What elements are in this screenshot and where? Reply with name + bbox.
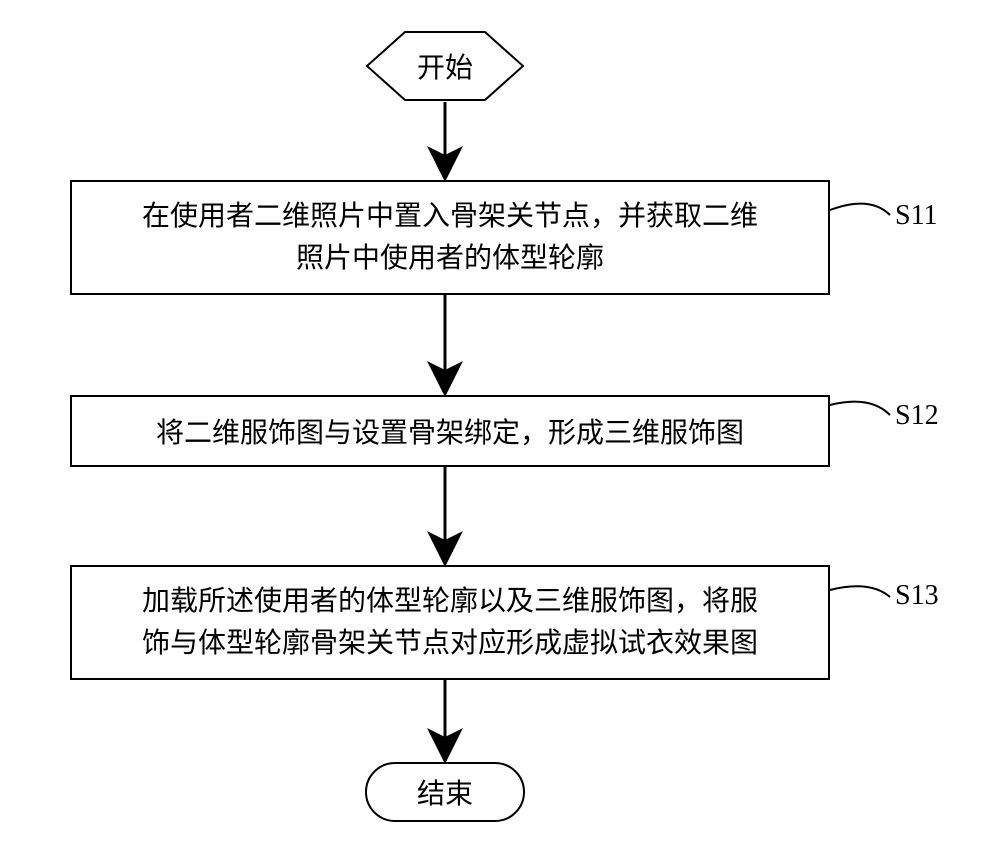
label-connectors [0, 0, 1000, 864]
label-s13: S13 [895, 580, 939, 612]
flowchart-canvas: 开始 在使用者二维照片中置入骨架关节点，并获取二维 照片中使用者的体型轮廓 将二… [0, 0, 1000, 864]
label-s11: S11 [895, 200, 938, 232]
label-s12: S12 [895, 400, 939, 432]
